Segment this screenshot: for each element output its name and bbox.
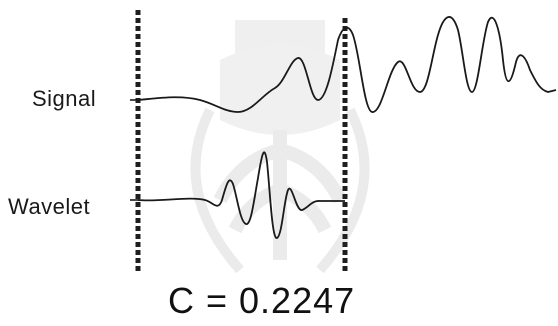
- wavelet-waveform: [137, 151, 345, 239]
- signal-waveform: [137, 16, 557, 113]
- correlation-coefficient: C = 0.2247: [168, 280, 356, 321]
- wavelet-label: Wavelet: [8, 194, 91, 219]
- signal-label: Signal: [32, 86, 97, 111]
